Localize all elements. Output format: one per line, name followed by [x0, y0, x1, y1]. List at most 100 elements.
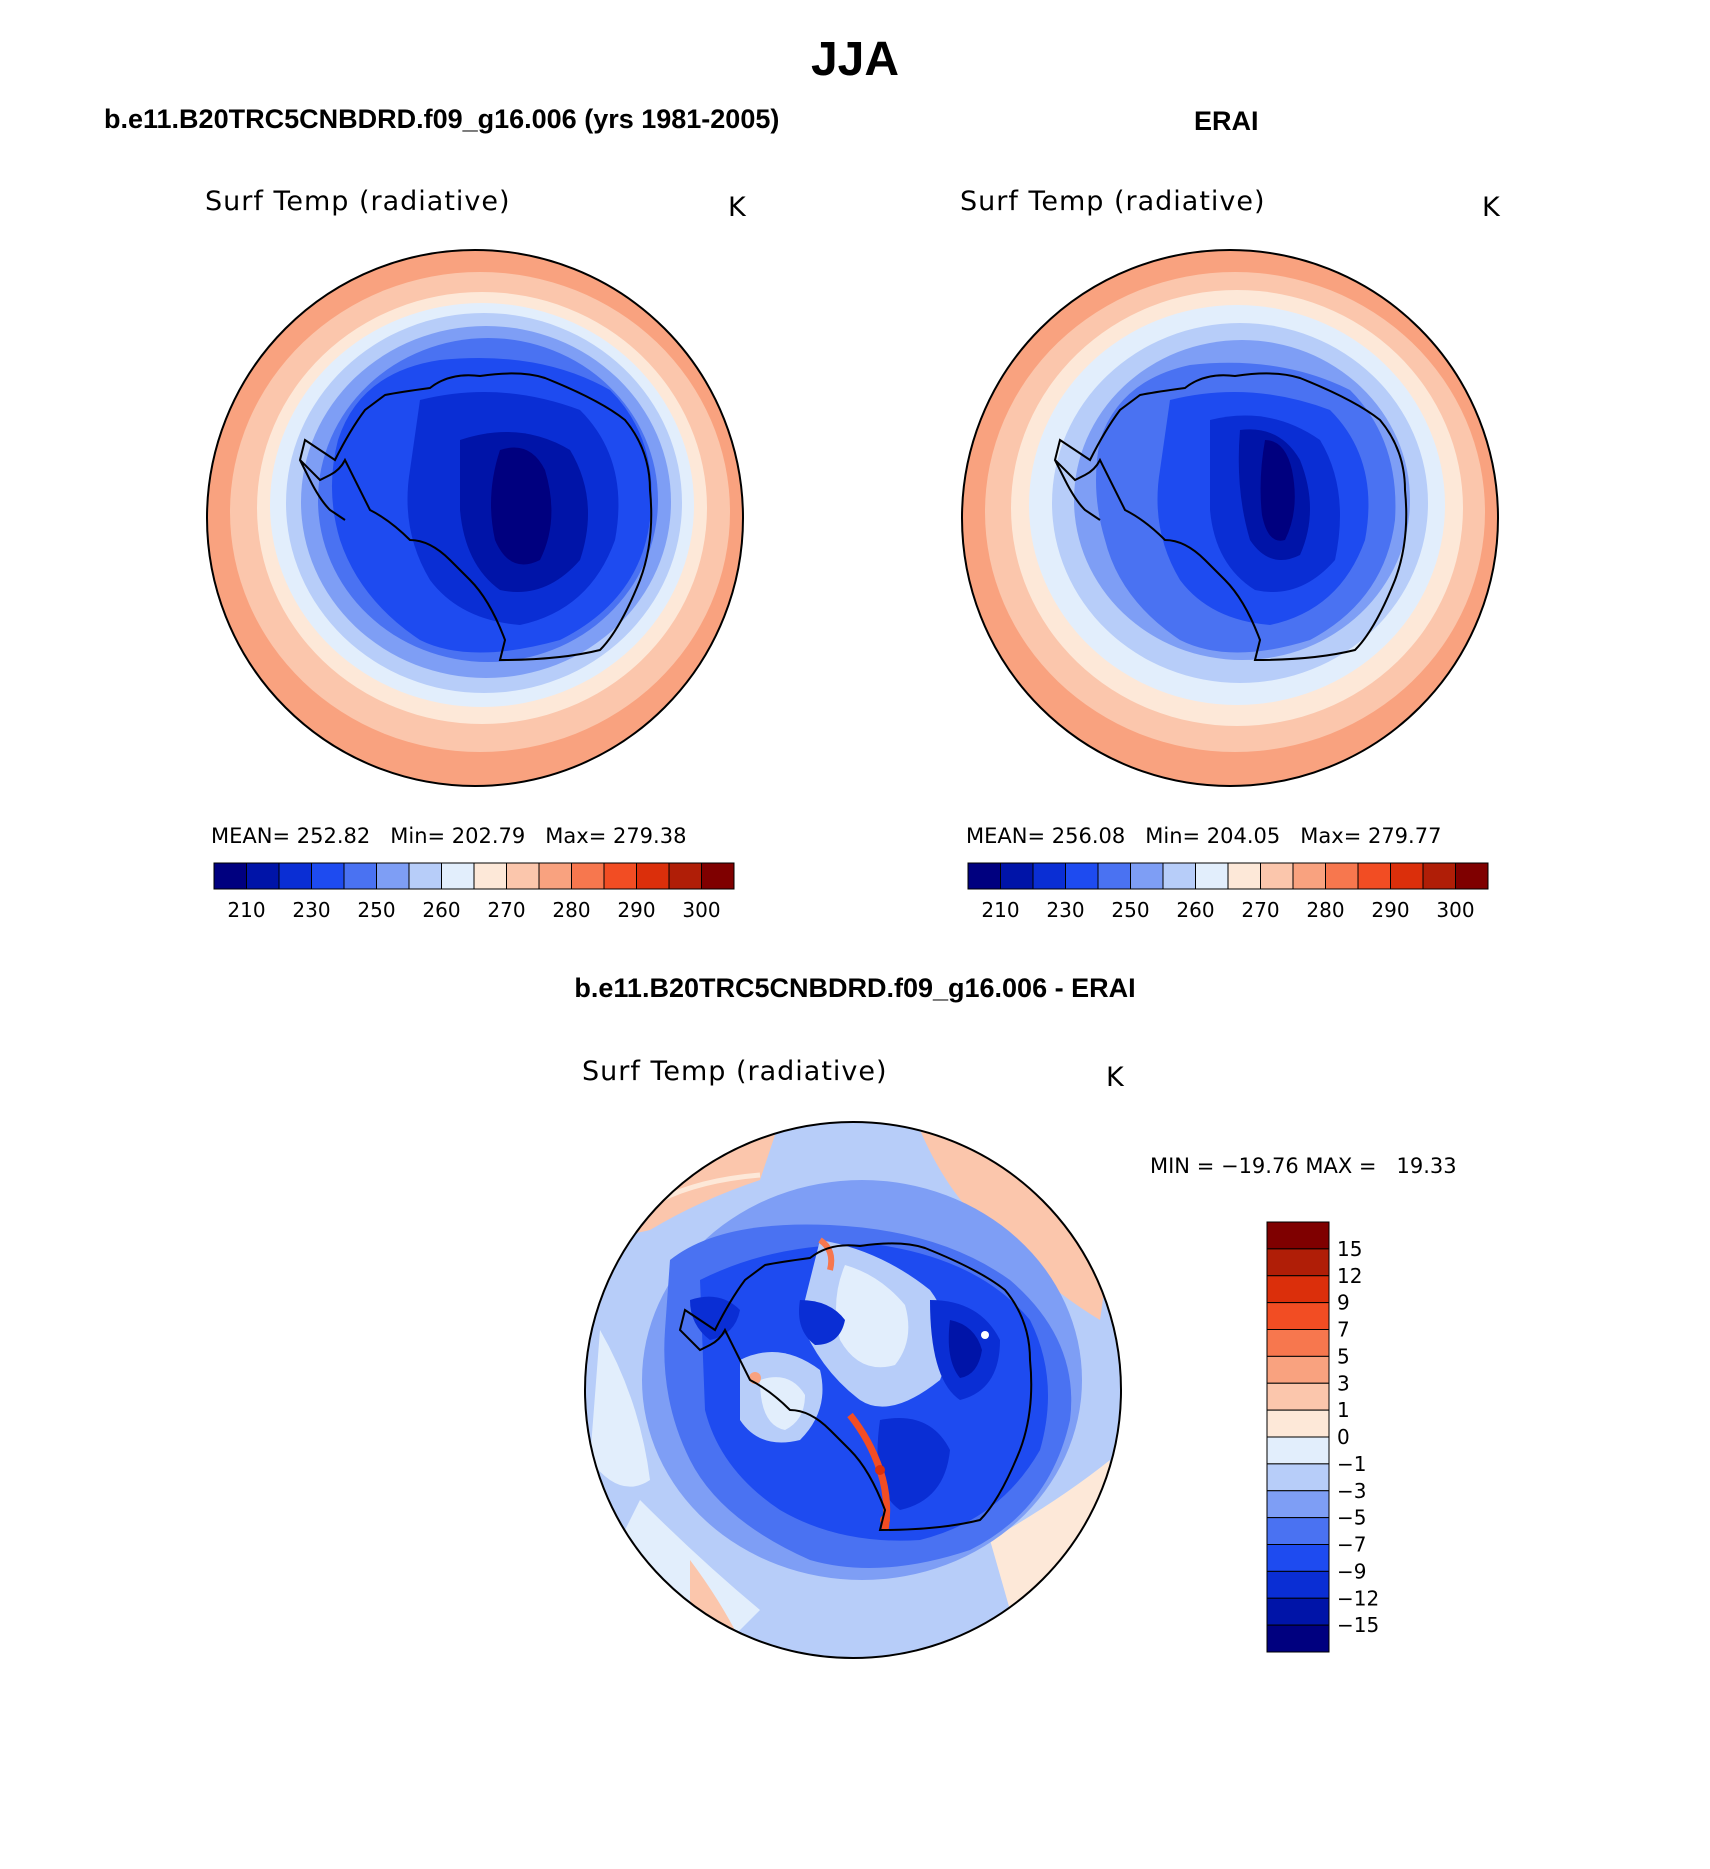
panel-b-colorbar-swatch — [1390, 862, 1424, 890]
panel-diff-colorbar-swatch — [1266, 1436, 1330, 1465]
panel-a-colorbar-swatch — [441, 862, 475, 890]
panel-b-stats: MEAN= 256.08 Min= 204.05 Max= 279.77 — [966, 824, 1442, 848]
panel-diff-coastline — [678, 1242, 1033, 1532]
panel-diff-colorbar-tick-label: 9 — [1337, 1291, 1350, 1315]
panel-a-colorbar: 210 230 250 260 270 280 290 300 — [213, 862, 735, 922]
panel-a-colorbar-tick-label: 230 — [292, 898, 330, 922]
panel-a-units-label: K — [728, 192, 747, 223]
panel-b-colorbar-swatch — [1130, 862, 1164, 890]
panel-diff-colorbar-tick-label: −5 — [1337, 1506, 1366, 1530]
panel-a-colorbar-tick-label: 290 — [617, 898, 655, 922]
panel-b-units-label: K — [1482, 192, 1501, 223]
panel-b-colorbar-swatch — [1292, 862, 1326, 890]
panel-b-colorbar-tick-label: 210 — [981, 898, 1019, 922]
panel-diff-colorbar-tick-label: 1 — [1337, 1398, 1350, 1422]
panel-diff-colorbar-tick-label: 15 — [1337, 1237, 1362, 1261]
panel-diff-colorbar-swatch — [1266, 1248, 1330, 1277]
panel-a-map — [206, 249, 744, 787]
panel-diff-variable-label: Surf Temp (radiative) — [582, 1056, 888, 1087]
panel-b-colorbar-swatch — [1260, 862, 1294, 890]
panel-a-colorbar-swatch — [603, 862, 637, 890]
panel-b-colorbar-swatch — [967, 862, 1001, 890]
panel-diff-colorbar-tick-label: −3 — [1337, 1479, 1366, 1503]
panel-b-variable-label: Surf Temp (radiative) — [960, 186, 1266, 217]
panel-b-colorbar-swatch — [1422, 862, 1456, 890]
panel-diff-colorbar-swatch — [1266, 1517, 1330, 1545]
panel-b-coastline — [1053, 372, 1408, 662]
panel-diff-colorbar-tick-label: 5 — [1337, 1344, 1350, 1368]
panel-diff-colorbar-tick-label: −15 — [1337, 1613, 1379, 1637]
panel-b-colorbar-swatch — [1065, 862, 1099, 890]
panel-a-colorbar-swatch — [668, 862, 702, 890]
panel-a-variable-label: Surf Temp (radiative) — [205, 186, 511, 217]
panel-diff-colorbar-swatch — [1266, 1355, 1330, 1384]
panel-diff-colorbar-tick-label: −7 — [1337, 1533, 1366, 1557]
panel-a-colorbar-tick-label: 270 — [487, 898, 525, 922]
panel-b-colorbar-tick-label: 300 — [1436, 898, 1474, 922]
panel-a-colorbar-tick-label: 280 — [552, 898, 590, 922]
panel-a-stats: MEAN= 252.82 Min= 202.79 Max= 279.38 — [211, 824, 687, 848]
panel-diff-colorbar-swatch — [1266, 1221, 1330, 1250]
panel-a-colorbar-tick-label: 210 — [227, 898, 265, 922]
panel-diff-colorbar-tick-label: −9 — [1337, 1559, 1366, 1583]
panel-a-colorbar-swatch — [343, 862, 377, 890]
panel-a-colorbar-swatch — [701, 862, 735, 890]
panel-a-colorbar-swatch — [506, 862, 540, 890]
panel-b-case-title: ERAI — [1194, 106, 1259, 136]
panel-a-colorbar-swatch — [278, 862, 312, 890]
panel-diff-colorbar-swatch — [1266, 1597, 1330, 1626]
panel-a-colorbar-tick-label: 260 — [422, 898, 460, 922]
panel-a-colorbar-swatch — [538, 862, 572, 890]
panel-diff-colorbar-swatch — [1266, 1275, 1330, 1304]
panel-a-colorbar-swatch — [636, 862, 670, 890]
panel-diff-colorbar-swatch — [1266, 1302, 1330, 1330]
panel-diff-colorbar: 15 12 9 75 3 1 0 −1 −3 −5 −7−9 −12 −15 — [1266, 1221, 1379, 1653]
panel-a-colorbar-swatch — [213, 862, 247, 890]
panel-b-colorbar-swatch — [1195, 862, 1229, 890]
panel-diff-units-label: K — [1106, 1062, 1125, 1093]
panel-a-colorbar-swatch — [376, 862, 410, 890]
panel-b-colorbar-swatch — [1162, 862, 1196, 890]
panel-b-colorbar-swatch — [1032, 862, 1066, 890]
panel-b-colorbar-swatch — [1227, 862, 1261, 890]
panel-a-case-title: b.e11.B20TRC5CNBDRD.f09_g16.006 (yrs 198… — [104, 104, 780, 134]
panel-b-colorbar-tick-label: 260 — [1176, 898, 1214, 922]
panel-diff-colorbar-tick-label: 12 — [1337, 1264, 1362, 1288]
panel-diff-colorbar-swatch — [1266, 1570, 1330, 1599]
panel-a-colorbar-swatch — [311, 862, 345, 890]
panel-diff-case-title: b.e11.B20TRC5CNBDRD.f09_g16.006 - ERAI — [574, 973, 1136, 1003]
panel-a-coastline — [298, 372, 653, 662]
panel-b-colorbar-swatch — [1455, 862, 1489, 890]
panel-a-colorbar-swatch — [473, 862, 507, 890]
panel-b-colorbar: 210 230 250 260 270 280 290 300 — [967, 862, 1489, 922]
panel-b-map — [961, 249, 1499, 787]
figure-title: JJA — [810, 33, 900, 86]
panel-b-colorbar-swatch — [1000, 862, 1034, 890]
panel-b-colorbar-swatch — [1325, 862, 1359, 890]
panel-diff-colorbar-tick-label: −12 — [1337, 1586, 1379, 1610]
panel-diff-map — [584, 1121, 1122, 1659]
panel-a-colorbar-swatch — [246, 862, 280, 890]
panel-diff-colorbar-swatch — [1266, 1624, 1330, 1653]
panel-b-colorbar-tick-label: 230 — [1046, 898, 1084, 922]
panel-a-colorbar-swatch — [571, 862, 605, 890]
panel-diff-colorbar-swatch — [1266, 1382, 1330, 1411]
panel-b-colorbar-swatch — [1357, 862, 1391, 890]
panel-b-colorbar-tick-label: 290 — [1371, 898, 1409, 922]
panel-b-colorbar-tick-label: 280 — [1306, 898, 1344, 922]
panel-diff-colorbar-swatch — [1266, 1490, 1330, 1519]
panel-diff-stats: MIN = −19.76 MAX = 19.33 — [1150, 1154, 1457, 1178]
panel-diff-colorbar-tick-label: 3 — [1337, 1371, 1350, 1395]
panel-a-colorbar-tick-label: 300 — [682, 898, 720, 922]
panel-a-colorbar-tick-label: 250 — [357, 898, 395, 922]
panel-b-colorbar-tick-label: 250 — [1111, 898, 1149, 922]
panel-b-colorbar-tick-label: 270 — [1241, 898, 1279, 922]
panel-b-colorbar-swatch — [1097, 862, 1131, 890]
panel-diff-colorbar-tick-label: −1 — [1337, 1452, 1366, 1476]
panel-diff-colorbar-swatch — [1266, 1463, 1330, 1492]
panel-diff-colorbar-tick-label: 0 — [1337, 1425, 1350, 1449]
panel-a-colorbar-swatch — [408, 862, 442, 890]
panel-diff-colorbar-tick-label: 7 — [1337, 1318, 1350, 1342]
panel-diff-colorbar-swatch — [1266, 1329, 1330, 1357]
